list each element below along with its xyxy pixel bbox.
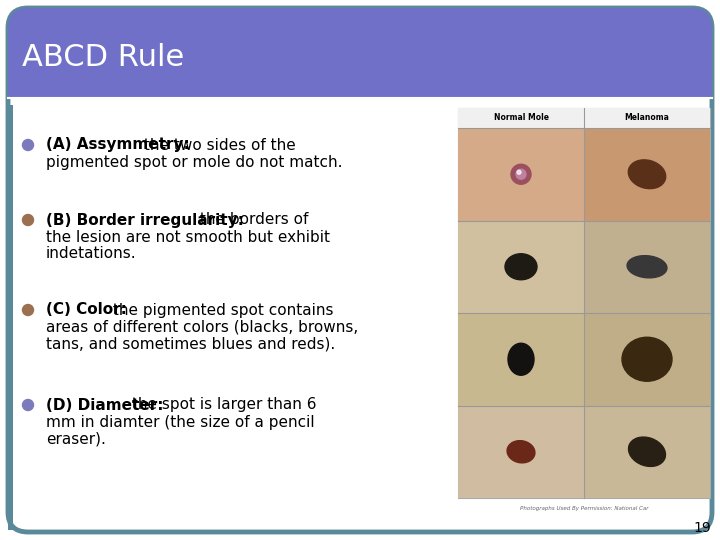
Text: ABCD Rule: ABCD Rule (22, 44, 184, 72)
Circle shape (516, 169, 526, 179)
Ellipse shape (627, 255, 667, 278)
Circle shape (22, 305, 34, 315)
Text: pigmented spot or mole do not match.: pigmented spot or mole do not match. (46, 154, 343, 170)
Circle shape (511, 164, 531, 184)
Text: the two sides of the: the two sides of the (139, 138, 296, 152)
Text: (D) Diameter:: (D) Diameter: (46, 397, 163, 413)
Bar (584, 406, 710, 498)
Text: areas of different colors (blacks, browns,: areas of different colors (blacks, brown… (46, 320, 359, 334)
Text: Melanoma: Melanoma (624, 113, 670, 123)
Text: the lesion are not smooth but exhibit: the lesion are not smooth but exhibit (46, 230, 330, 245)
Text: Photographs Used By Permission: National Car: Photographs Used By Permission: National… (520, 506, 648, 511)
Ellipse shape (629, 437, 665, 467)
Text: the spot is larger than 6: the spot is larger than 6 (127, 397, 316, 413)
Bar (458, 108, 710, 128)
Text: the pigmented spot contains: the pigmented spot contains (108, 302, 333, 318)
Text: (A) Assymmetry:: (A) Assymmetry: (46, 138, 190, 152)
Bar (8, 105, 13, 530)
Text: eraser).: eraser). (46, 431, 106, 447)
Circle shape (517, 170, 521, 174)
FancyBboxPatch shape (8, 8, 712, 96)
Bar (458, 108, 710, 498)
Text: (C) Color:: (C) Color: (46, 302, 127, 318)
Ellipse shape (508, 343, 534, 375)
Bar (458, 128, 584, 220)
Ellipse shape (622, 338, 672, 381)
Ellipse shape (505, 254, 537, 280)
Bar (458, 313, 584, 406)
Ellipse shape (507, 441, 535, 463)
Bar (584, 128, 710, 220)
FancyBboxPatch shape (8, 8, 712, 532)
Text: (B) Border irregularity:: (B) Border irregularity: (46, 213, 244, 227)
Text: 19: 19 (693, 521, 711, 535)
Ellipse shape (629, 160, 666, 188)
Bar (584, 313, 710, 406)
Bar (584, 220, 710, 313)
Text: Normal Mole: Normal Mole (493, 113, 549, 123)
Bar (458, 220, 584, 313)
Circle shape (22, 400, 34, 410)
Circle shape (22, 139, 34, 151)
Text: tans, and sometimes blues and reds).: tans, and sometimes blues and reds). (46, 336, 336, 352)
Circle shape (22, 214, 34, 226)
Bar (8, 56, 712, 98)
Bar (458, 406, 584, 498)
Text: mm in diamter (the size of a pencil: mm in diamter (the size of a pencil (46, 415, 315, 429)
Text: indetations.: indetations. (46, 246, 137, 261)
Text: the borders of: the borders of (195, 213, 308, 227)
